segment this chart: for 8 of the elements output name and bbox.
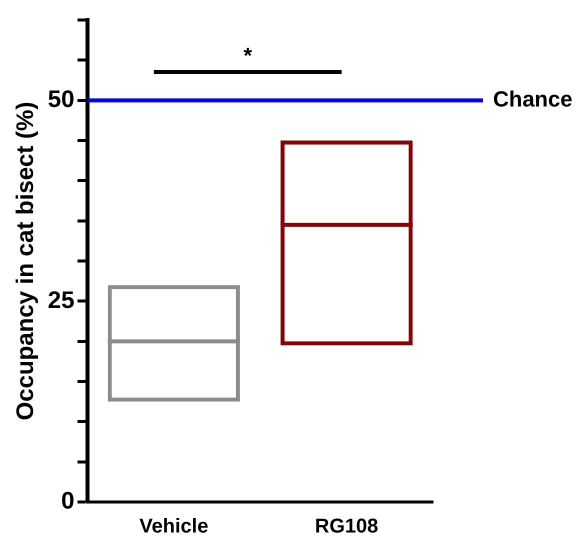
y-tick-label: 50: [48, 86, 74, 113]
ref-line-label: Chance: [493, 86, 572, 112]
annotation: *: [243, 43, 252, 68]
y-tick-label: 25: [48, 286, 74, 314]
y-tick-label: 0: [61, 488, 74, 515]
x-tick-label: RG108: [314, 516, 378, 538]
x-tick-label: Vehicle: [139, 516, 208, 538]
y-axis-title: Occupancy in cat bisect (%): [12, 102, 40, 420]
